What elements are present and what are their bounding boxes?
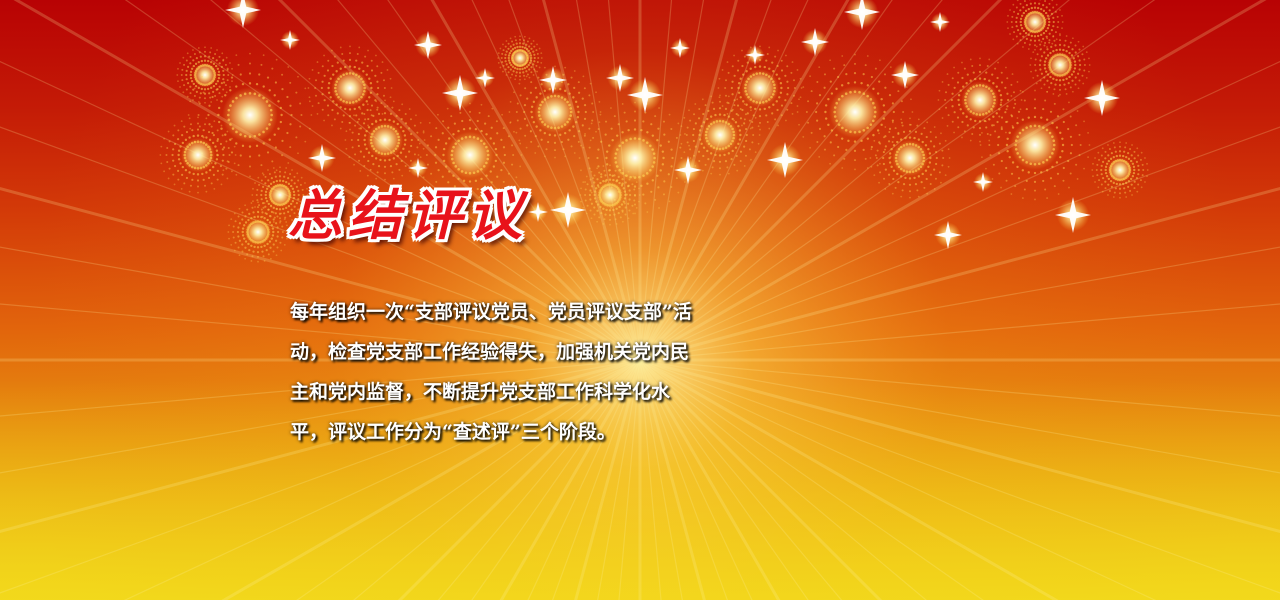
section-description: 每年组织一次“支部评议党员、党员评议支部”活动，检查党支部工作经验得失，加强机关… (290, 301, 692, 443)
section-title: 总结评议 (288, 183, 528, 247)
